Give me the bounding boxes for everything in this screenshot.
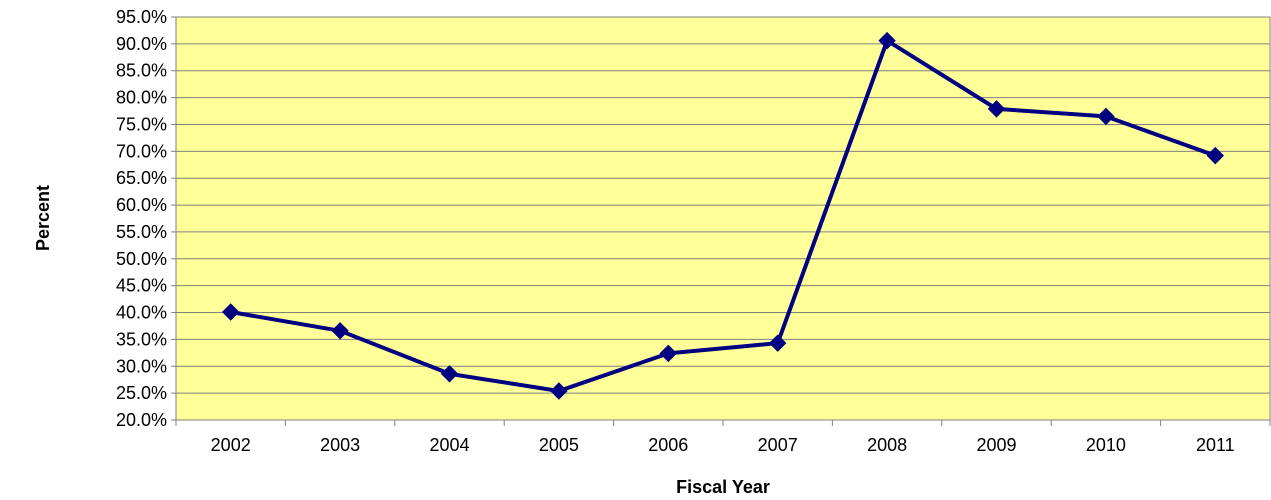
data-point-marker — [987, 100, 1006, 118]
x-axis-title: Fiscal Year — [676, 477, 770, 497]
y-axis-title: Percent — [33, 185, 53, 251]
y-tick-label: 85.0% — [116, 61, 167, 81]
y-tick-label: 25.0% — [116, 383, 167, 403]
data-point-marker — [221, 303, 240, 321]
data-point-marker — [878, 31, 896, 50]
data-point-marker — [1206, 146, 1225, 165]
x-tick-label: 2006 — [648, 435, 688, 455]
data-point-marker — [550, 382, 568, 400]
x-tick-label: 2007 — [758, 435, 798, 455]
data-point-marker — [768, 334, 787, 352]
y-tick-label: 95.0% — [116, 7, 167, 27]
y-tick-label: 55.0% — [116, 222, 167, 242]
y-tick-label: 90.0% — [116, 34, 167, 54]
x-tick-label: 2010 — [1086, 435, 1126, 455]
y-tick-label: 45.0% — [116, 276, 167, 296]
y-axis: 20.0% 25.0% 30.0% 35.0% 40.0% 45.0% 50.0% 55.0%… — [116, 7, 176, 430]
y-tick-label: 35.0% — [116, 329, 167, 349]
y-tick-label: 60.0% — [116, 195, 167, 215]
x-tick-label: 2005 — [539, 435, 579, 455]
x-tick-label: 2003 — [320, 435, 360, 455]
y-tick-label: 40.0% — [116, 303, 167, 323]
x-axis: 2002 2003 2004 2005 2006 2007 2008 2009 2010 2011 — [175, 420, 1271, 455]
series — [221, 31, 1225, 400]
data-point-marker — [440, 365, 459, 383]
y-tick-label: 30.0% — [116, 356, 167, 376]
x-tick-label: 2002 — [211, 435, 251, 455]
y-tick-label: 70.0% — [116, 141, 167, 161]
x-tick-label: 2008 — [867, 435, 907, 455]
y-tick-label: 50.0% — [116, 249, 167, 269]
y-tick-label: 80.0% — [116, 88, 167, 108]
x-tick-label: 2009 — [976, 435, 1016, 455]
y-tick-label: 75.0% — [116, 114, 167, 134]
data-point-marker — [659, 344, 678, 363]
plot-area — [175, 16, 1271, 421]
x-tick-label: 2011 — [1196, 435, 1235, 455]
x-tick-label: 2004 — [429, 435, 469, 455]
series-line — [230, 38, 1216, 393]
data-point-marker — [1097, 107, 1115, 126]
gridlines — [176, 43, 1270, 394]
y-tick-label: 65.0% — [116, 168, 167, 188]
y-tick-label: 20.0% — [116, 410, 167, 430]
data-point-marker — [331, 322, 349, 340]
